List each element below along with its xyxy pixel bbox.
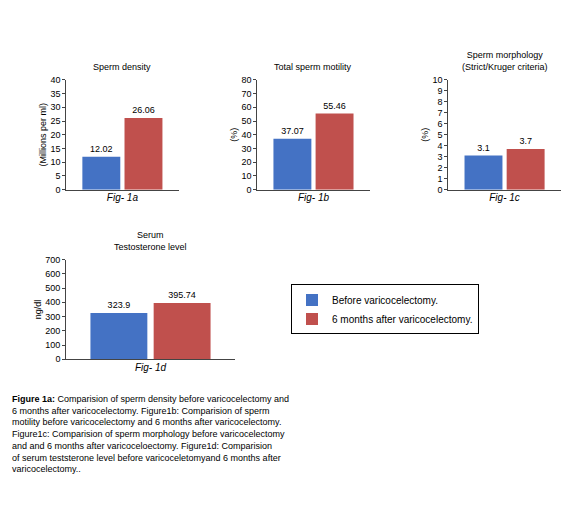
svg-text:SerumTestosterone level: SerumTestosterone level <box>114 230 187 252</box>
svg-text:(Millions per ml): (Millions per ml) <box>38 103 48 167</box>
svg-text:Fig- 1b: Fig- 1b <box>298 192 330 203</box>
svg-text:(%): (%) <box>229 128 239 142</box>
svg-text:50: 50 <box>241 116 251 126</box>
svg-text:8: 8 <box>438 97 443 107</box>
svg-text:0: 0 <box>55 354 60 364</box>
svg-text:Total sperm motility: Total sperm motility <box>274 62 352 72</box>
svg-text:30: 30 <box>241 144 251 154</box>
svg-text:200: 200 <box>45 326 60 336</box>
svg-text:ng/dl: ng/dl <box>33 300 43 320</box>
svg-text:4: 4 <box>438 141 443 151</box>
svg-text:30: 30 <box>50 102 60 112</box>
svg-text:55.46: 55.46 <box>323 101 346 111</box>
svg-text:0: 0 <box>246 185 251 195</box>
svg-text:Sperm density: Sperm density <box>93 62 151 72</box>
svg-text:35: 35 <box>50 89 60 99</box>
svg-text:323.9: 323.9 <box>108 300 131 310</box>
svg-text:Before varicocelectomy.: Before varicocelectomy. <box>332 295 438 306</box>
svg-text:60: 60 <box>241 102 251 112</box>
svg-text:9: 9 <box>438 86 443 96</box>
svg-text:600: 600 <box>45 269 60 279</box>
svg-text:Figure 1a: Comparision of sper: Figure 1a: Comparision of sperm density … <box>12 394 289 474</box>
svg-text:Fig- 1d: Fig- 1d <box>135 362 167 373</box>
svg-text:Fig- 1a: Fig- 1a <box>107 192 139 203</box>
svg-text:700: 700 <box>45 255 60 265</box>
svg-text:15: 15 <box>50 144 60 154</box>
svg-text:25: 25 <box>50 116 60 126</box>
svg-text:0: 0 <box>55 185 60 195</box>
svg-text:5: 5 <box>438 130 443 140</box>
svg-text:3: 3 <box>438 152 443 162</box>
svg-text:20: 20 <box>50 130 60 140</box>
svg-text:26.06: 26.06 <box>132 105 155 115</box>
svg-text:37.07: 37.07 <box>281 126 304 136</box>
svg-text:100: 100 <box>45 340 60 350</box>
svg-text:395.74: 395.74 <box>168 290 196 300</box>
svg-text:(%): (%) <box>420 128 430 142</box>
svg-text:500: 500 <box>45 283 60 293</box>
svg-text:12.02: 12.02 <box>90 144 113 154</box>
svg-text:40: 40 <box>50 75 60 85</box>
svg-text:6 months after varicocelectomy: 6 months after varicocelectomy. <box>332 314 472 325</box>
svg-text:40: 40 <box>241 130 251 140</box>
svg-text:10: 10 <box>241 171 251 181</box>
svg-text:300: 300 <box>45 312 60 322</box>
svg-text:Fig- 1c: Fig- 1c <box>489 192 520 203</box>
svg-text:2: 2 <box>438 163 443 173</box>
svg-text:3.1: 3.1 <box>477 143 490 153</box>
svg-text:Sperm morphology(Strict/Kruger: Sperm morphology(Strict/Kruger criteria) <box>462 50 548 72</box>
svg-text:20: 20 <box>241 157 251 167</box>
svg-text:80: 80 <box>241 75 251 85</box>
svg-text:400: 400 <box>45 297 60 307</box>
svg-text:10: 10 <box>433 75 443 85</box>
svg-text:6: 6 <box>438 119 443 129</box>
svg-text:1: 1 <box>438 174 443 184</box>
svg-text:5: 5 <box>55 171 60 181</box>
svg-text:70: 70 <box>241 89 251 99</box>
svg-text:7: 7 <box>438 108 443 118</box>
svg-text:10: 10 <box>50 157 60 167</box>
svg-text:3.7: 3.7 <box>519 136 532 146</box>
svg-text:0: 0 <box>438 185 443 195</box>
